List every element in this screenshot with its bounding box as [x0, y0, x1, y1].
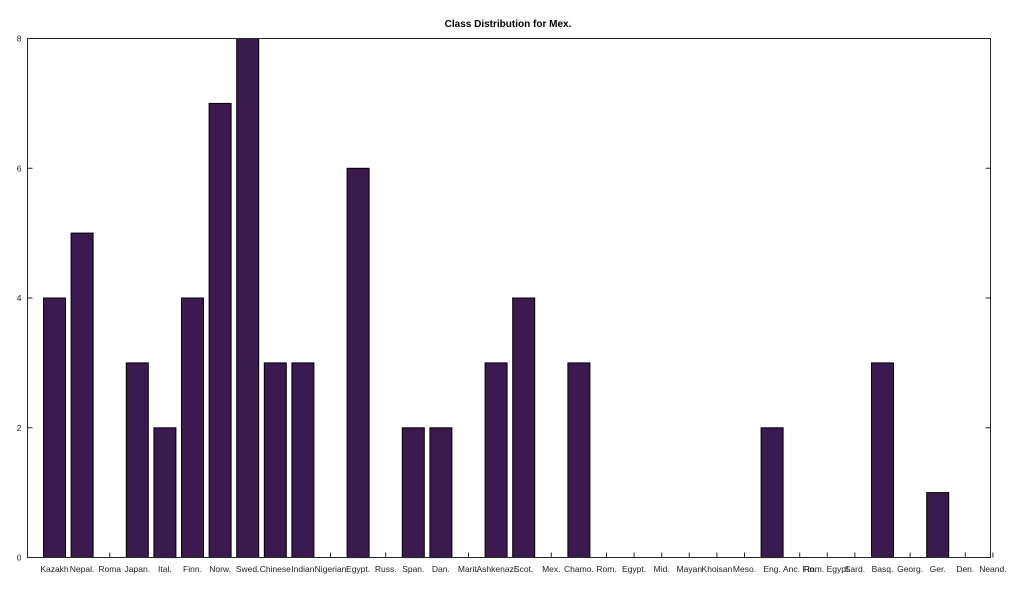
x-tick-label: Nigerian	[315, 564, 347, 574]
x-tick-label: Den.	[956, 564, 974, 574]
x-tick-label: Kazakh	[40, 564, 69, 574]
x-tick-label: Rom. Egypt.	[804, 564, 851, 574]
bar-4	[153, 427, 177, 559]
y-tick-label: 6	[17, 163, 22, 173]
x-tick-label: Chinese	[260, 564, 291, 574]
x-tick-label: Norw.	[209, 564, 231, 574]
x-tick-label: Meso.	[733, 564, 756, 574]
chart-title: Class Distribution for Mex.	[445, 19, 572, 30]
x-tick-label: Swed.	[236, 564, 260, 574]
bars-layer	[43, 38, 950, 559]
bar-17	[512, 297, 536, 558]
x-tick-label: Rom.	[596, 564, 616, 574]
x-tick-label: Russ.	[375, 564, 397, 574]
bar-3	[125, 362, 149, 558]
x-tick-label: Eng.	[763, 564, 781, 574]
bar-5	[181, 297, 204, 558]
x-tick-label: Anc. Fin.	[783, 564, 817, 574]
bar-7	[236, 38, 260, 558]
x-tick-label: Khoisan	[702, 564, 733, 574]
x-axis-ticks: Kazakh Nepal. Roma Japan. Ital. Finn. Norw. Swe…	[40, 552, 1007, 574]
x-tick-label: Mex.	[542, 564, 560, 574]
bar-30	[871, 362, 894, 558]
bar-16	[484, 362, 508, 558]
x-tick-label: Ital.	[158, 564, 172, 574]
y-tick-label: 2	[17, 423, 22, 433]
x-tick-label: Span.	[402, 564, 424, 574]
bar-0	[43, 297, 66, 558]
x-tick-label: Ger.	[930, 564, 946, 574]
bar-1	[70, 232, 94, 558]
bar-13	[401, 427, 425, 559]
x-tick-label: Dan.	[432, 564, 450, 574]
x-tick-label: Egypt.	[622, 564, 646, 574]
bar-32	[926, 492, 950, 559]
bar-11	[346, 167, 370, 559]
x-tick-label: Georg.	[897, 564, 923, 574]
bar-8	[263, 362, 287, 558]
x-tick-label: Mid.	[654, 564, 670, 574]
bar-19	[567, 362, 591, 558]
bar-26	[760, 427, 784, 559]
bar-6	[208, 102, 232, 559]
x-tick-label: Japan.	[125, 564, 151, 574]
x-tick-label: Finn.	[183, 564, 202, 574]
x-tick-label: Ashkenazi	[476, 564, 515, 574]
x-tick-label: Mayan	[677, 564, 703, 574]
y-tick-label: 4	[17, 293, 22, 303]
bar-14	[429, 427, 453, 559]
y-axis-ticks: 0 2 4 6 8	[17, 34, 991, 563]
x-tick-label: Nepal.	[70, 564, 95, 574]
x-tick-label: Basq.	[872, 564, 894, 574]
bar-9	[291, 362, 315, 558]
x-tick-label: Neand.	[979, 564, 1006, 574]
x-tick-label: Egypt.	[346, 564, 370, 574]
x-tick-label: Indian	[291, 564, 314, 574]
x-tick-label: Scot.	[514, 564, 533, 574]
y-tick-label: 0	[17, 553, 22, 563]
x-tick-label: Chamo.	[564, 564, 594, 574]
x-tick-label: Sard.	[845, 564, 865, 574]
x-tick-label: Marit.	[458, 564, 479, 574]
x-tick-label: Roma	[98, 564, 121, 574]
y-tick-label: 8	[17, 34, 22, 44]
